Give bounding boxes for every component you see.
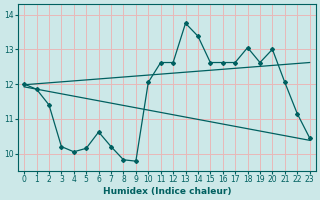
X-axis label: Humidex (Indice chaleur): Humidex (Indice chaleur): [103, 187, 231, 196]
